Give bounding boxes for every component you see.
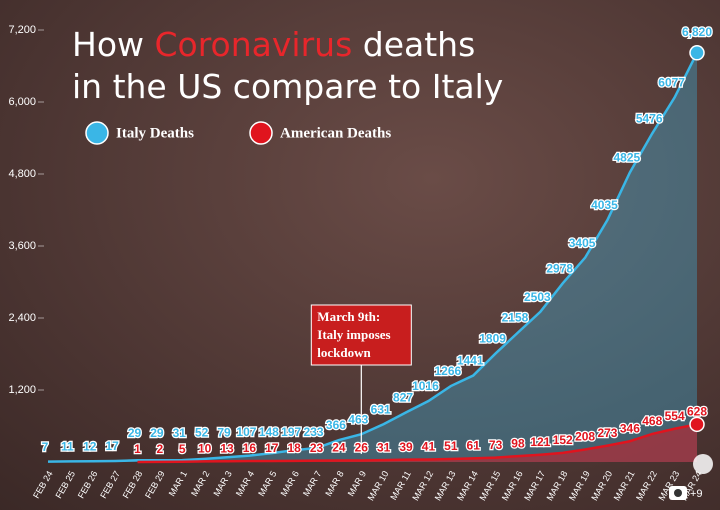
data-label: 2158 <box>502 311 529 325</box>
data-label: 24 <box>332 441 346 455</box>
data-label: 31 <box>173 426 187 440</box>
data-label: 13 <box>220 441 234 455</box>
title-part: in the US compare to Italy <box>72 67 503 106</box>
data-label: 4035 <box>591 198 618 212</box>
title-line: How Coronavirus deaths <box>72 25 475 64</box>
data-label: 17 <box>265 441 279 455</box>
data-label: 39 <box>399 440 413 454</box>
area <box>48 52 697 463</box>
legend-label: Italy Deaths <box>116 125 194 141</box>
end-marker <box>689 45 705 61</box>
data-label: 233 <box>304 425 324 439</box>
gallery-icon-lens <box>674 489 682 497</box>
data-label: 11 <box>61 440 74 454</box>
data-label: 1 <box>134 442 141 456</box>
legend-label: American Deaths <box>280 125 391 141</box>
area <box>137 424 698 462</box>
data-label: 631 <box>371 402 391 416</box>
data-label: 2 <box>157 442 164 456</box>
data-label: 73 <box>489 438 503 452</box>
data-label: 61 <box>467 439 481 453</box>
data-label: 208 <box>575 430 595 444</box>
y-tick-label: 7,200 <box>8 24 36 36</box>
data-label: 52 <box>195 426 209 440</box>
data-label: 31 <box>377 440 391 454</box>
data-label: 197 <box>281 425 301 439</box>
line <box>137 423 698 464</box>
data-label: 463 <box>348 412 368 426</box>
data-label: 4825 <box>614 151 641 165</box>
y-tick-label: 2,400 <box>8 312 36 324</box>
y-tick-label: 3,600 <box>8 240 36 252</box>
annotation-box <box>310 304 412 366</box>
y-tick-label: 4,800 <box>8 168 36 180</box>
data-label: 7 <box>42 440 49 454</box>
data-label: 2978 <box>546 261 573 275</box>
y-tick-label: 1,200 <box>8 384 36 396</box>
data-label: 628 <box>687 404 707 418</box>
data-label: 79 <box>217 425 231 439</box>
annotation-text: March 9th: <box>317 309 380 324</box>
title-part: How <box>72 25 154 64</box>
data-label: 17 <box>105 439 119 453</box>
end-marker <box>689 416 705 433</box>
data-label: 152 <box>553 433 573 447</box>
data-label: 26 <box>355 441 369 455</box>
data-label: 346 <box>620 421 640 435</box>
data-label: 1266 <box>434 364 461 378</box>
data-label: 554 <box>665 409 685 423</box>
data-label: 3405 <box>569 236 596 250</box>
data-label: 1441 <box>457 354 484 368</box>
legend: Italy Deaths American Deaths <box>85 121 391 145</box>
data-label: 18 <box>287 441 301 455</box>
data-label: 2503 <box>524 290 551 304</box>
data-label: 121 <box>530 435 550 449</box>
legend-swatch <box>85 121 109 145</box>
annotation-text: lockdown <box>317 345 371 360</box>
legend-swatch <box>249 121 273 145</box>
data-label: 6077 <box>658 76 685 90</box>
title-part: deaths <box>352 25 475 64</box>
gallery-count: +9 <box>690 488 703 500</box>
data-label: 5476 <box>636 112 663 126</box>
title-line: in the US compare to Italy <box>72 67 503 106</box>
data-label: 10 <box>198 442 212 456</box>
data-label: 51 <box>444 439 458 453</box>
data-label: 148 <box>259 425 279 439</box>
data-label: 827 <box>393 391 413 405</box>
data-label: 12 <box>83 439 97 453</box>
data-label: 29 <box>128 426 142 440</box>
title-part: Coronavirus <box>154 25 352 64</box>
data-label: 16 <box>243 441 257 455</box>
data-label: 468 <box>642 414 662 428</box>
data-label: 41 <box>422 440 436 454</box>
line <box>47 52 699 463</box>
data-label: 29 <box>150 426 164 440</box>
data-label: 366 <box>326 418 346 432</box>
data-label: 5 <box>179 442 186 456</box>
share-button <box>693 454 713 474</box>
data-label: 23 <box>310 441 324 455</box>
data-label: 1016 <box>412 379 439 393</box>
y-tick-label: 6,000 <box>8 96 36 108</box>
data-label: 273 <box>597 426 617 440</box>
data-label: 1809 <box>479 332 506 346</box>
annotation-text: Italy imposes <box>317 327 390 342</box>
data-label: 6,820 <box>682 25 712 39</box>
data-label: 98 <box>511 436 525 450</box>
data-label: 107 <box>236 425 256 439</box>
